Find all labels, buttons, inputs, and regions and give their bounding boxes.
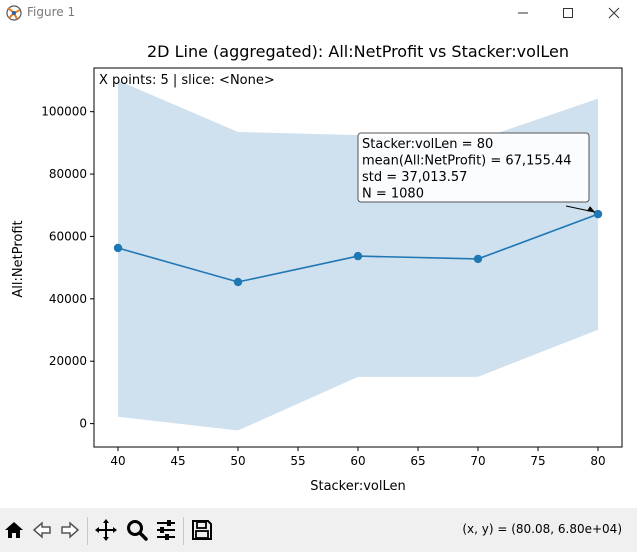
figure-canvas[interactable]: 2D Line (aggregated): All:NetProfit vs S… [0, 26, 637, 508]
cursor-coordinates: (x, y) = (80.08, 6.80e+04) [462, 522, 622, 536]
data-point [113, 243, 123, 253]
x-axis-label: Stacker:volLen [310, 479, 406, 494]
matplotlib-app-icon [6, 5, 22, 21]
toolbar-separator [87, 517, 88, 545]
data-point [473, 254, 483, 264]
line-chart: 2D Line (aggregated): All:NetProfit vs S… [11, 42, 623, 494]
y-tick-label: 40000 [49, 292, 87, 306]
axes: 40 45 50 55 60 65 70 75 80 0 20000 40000 60000 80000 1… [41, 67, 623, 468]
back-button[interactable] [29, 517, 55, 543]
annotation-line: N = 1080 [362, 187, 424, 202]
window-title: Figure 1 [27, 5, 76, 19]
pan-button[interactable] [93, 517, 119, 543]
x-tick-label: 75 [530, 454, 545, 468]
y-tick-label: 20000 [49, 354, 87, 368]
window-titlebar: Figure 1 [0, 0, 637, 26]
close-button[interactable] [591, 2, 637, 24]
x-tick-label: 50 [230, 454, 245, 468]
minimize-button[interactable] [500, 2, 546, 24]
home-button[interactable] [1, 517, 27, 543]
data-point [593, 209, 603, 219]
forward-icon [61, 521, 80, 539]
home-icon [5, 522, 23, 538]
x-tick-label: 70 [470, 454, 485, 468]
close-icon [608, 7, 620, 19]
save-button[interactable] [189, 517, 215, 543]
x-tick-label: 40 [110, 454, 125, 468]
y-tick-label: 0 [79, 417, 87, 431]
zoom-button[interactable] [124, 517, 150, 543]
back-icon [32, 521, 51, 539]
annotation-arrowhead [587, 206, 595, 213]
annotation-box [357, 132, 590, 203]
x-tick-label: 80 [590, 454, 605, 468]
y-tick-label: 100000 [41, 105, 87, 119]
configure-subplots-icon [157, 520, 175, 540]
data-point [353, 251, 363, 261]
y-tick-label: 60000 [49, 229, 87, 243]
info-text: X points: 5 | slice: <None> [99, 73, 275, 88]
maximize-icon [563, 8, 573, 18]
y-axis-label: All:NetProfit [11, 220, 26, 297]
minimize-icon [518, 12, 528, 14]
configure-subplots-button[interactable] [153, 517, 179, 543]
toolbar-separator [183, 517, 184, 545]
data-point [233, 277, 243, 287]
x-tick-label: 45 [170, 454, 185, 468]
x-tick-label: 60 [350, 454, 365, 468]
y-tick-label: 80000 [49, 167, 87, 181]
x-tick-label: 65 [410, 454, 425, 468]
maximize-button[interactable] [545, 2, 591, 24]
zoom-icon [127, 520, 148, 541]
annotation-line: std = 37,013.57 [362, 170, 467, 185]
pan-icon [95, 519, 117, 541]
forward-button[interactable] [57, 517, 83, 543]
annotation-line: mean(All:NetProfit) = 67,155.44 [362, 154, 572, 169]
x-tick-label: 55 [290, 454, 305, 468]
save-icon [192, 520, 212, 540]
navigation-toolbar: (x, y) = (80.08, 6.80e+04) [0, 508, 637, 552]
chart-title: 2D Line (aggregated): All:NetProfit vs S… [147, 42, 569, 61]
annotation-line: Stacker:volLen = 80 [362, 137, 493, 152]
